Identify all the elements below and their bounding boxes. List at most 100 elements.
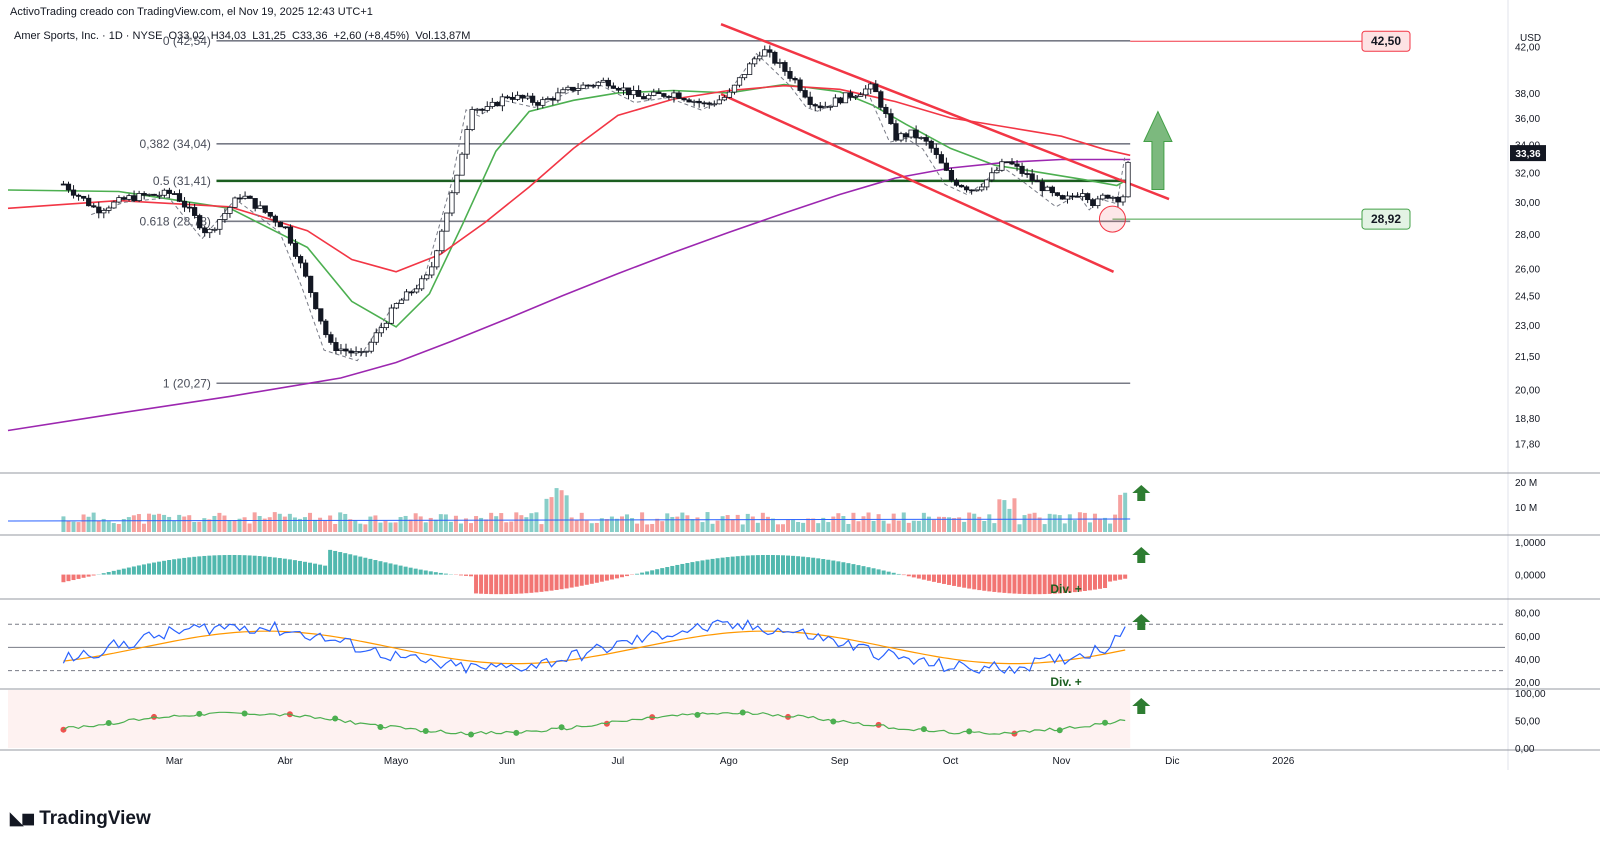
- macd-bar: [91, 574, 96, 576]
- volume-bar: [811, 518, 816, 532]
- candle-body: [595, 81, 601, 86]
- candle-body: [408, 291, 415, 294]
- macd-bar: [841, 562, 846, 575]
- chart-header: ActivoTrading creado con TradingView.com…: [10, 6, 373, 18]
- macd-bar: [313, 563, 318, 575]
- macd-bar: [695, 561, 700, 575]
- volume-bar: [408, 519, 413, 532]
- candle-body: [358, 351, 364, 353]
- macd-bar: [328, 549, 333, 575]
- volume-bar: [846, 523, 851, 532]
- candle-body: [1064, 195, 1071, 200]
- volume-tick-label: 20 M: [1515, 478, 1537, 489]
- macd-bar: [71, 574, 76, 581]
- candle-body: [262, 205, 268, 213]
- candle-body: [1019, 165, 1025, 174]
- macd-bar: [680, 563, 685, 575]
- volume-bar: [861, 516, 866, 532]
- tradingview-icon: ◣◼: [10, 809, 35, 828]
- macd-bar: [614, 574, 619, 579]
- fib-level-label: 0,382 (34,04): [140, 137, 211, 151]
- macd-bar: [770, 555, 775, 575]
- alert-badge: [1361, 30, 1411, 52]
- candle-body: [373, 332, 379, 343]
- volume-bar: [609, 516, 614, 532]
- volume-bar: [393, 522, 398, 532]
- macd-tick-label: 1,0000: [1515, 538, 1546, 549]
- volume-bar: [318, 517, 323, 532]
- candle-body: [232, 197, 238, 208]
- candle-body: [858, 94, 864, 97]
- candle-body: [116, 197, 122, 203]
- candle-body: [1100, 194, 1106, 200]
- macd-bar: [86, 574, 91, 577]
- volume-bar: [328, 515, 333, 532]
- candle-body: [625, 87, 632, 96]
- candle-body: [863, 88, 869, 96]
- macd-bar: [469, 574, 474, 577]
- macd-bar: [599, 574, 604, 582]
- macd-bar: [952, 574, 957, 586]
- candle-body: [928, 140, 934, 149]
- macd-bar: [801, 556, 806, 575]
- macd-divergence-label: Div. +: [1050, 582, 1081, 596]
- rsi-tick-label: 40,00: [1515, 655, 1540, 666]
- candle-body: [802, 90, 808, 98]
- macd-bar: [217, 555, 222, 575]
- symbol-interval[interactable]: 1D: [108, 30, 123, 42]
- stoch-tick-label: 50,00: [1515, 716, 1540, 727]
- symbol-volume: Vol.13,87M: [415, 30, 471, 42]
- macd-bar: [403, 566, 408, 575]
- candle-body: [1014, 163, 1020, 167]
- fib-level-label: 1 (20,27): [163, 376, 211, 390]
- candle-body: [156, 194, 162, 197]
- macd-bar: [1002, 574, 1007, 593]
- volume-bar: [962, 521, 967, 532]
- symbol-name[interactable]: Amer Sports, Inc.: [14, 30, 99, 42]
- volume-bar: [1082, 512, 1087, 532]
- volume-bar: [735, 514, 740, 532]
- candle-body: [1105, 194, 1111, 199]
- candle-body: [494, 101, 500, 107]
- macd-bar: [730, 556, 735, 575]
- macd-bar: [282, 558, 287, 575]
- macd-bar: [851, 564, 856, 575]
- volume-bar: [182, 516, 187, 532]
- macd-bar: [539, 574, 544, 592]
- volume-average-line: [7, 518, 1131, 522]
- macd-bar: [398, 565, 403, 575]
- volume-bar: [770, 518, 775, 532]
- candle-body: [696, 100, 702, 104]
- candle-body: [898, 133, 904, 141]
- candle-body: [363, 350, 369, 353]
- macd-bar: [323, 565, 328, 575]
- stoch-line: [63, 711, 1126, 736]
- macd-bar: [972, 574, 977, 590]
- macd-bar: [529, 574, 534, 593]
- macd-bar: [549, 574, 554, 591]
- macd-bar: [791, 555, 796, 575]
- candle-body: [70, 189, 77, 196]
- macd-bar: [715, 558, 720, 575]
- macd-bar: [348, 554, 353, 575]
- volume-bar: [66, 520, 71, 532]
- macd-bar: [901, 574, 906, 576]
- candle-body: [197, 215, 203, 229]
- macd-bar: [247, 555, 252, 575]
- brand-logo[interactable]: ◣◼ TradingView: [10, 808, 151, 830]
- volume-bar: [333, 523, 338, 532]
- volume-bar: [972, 513, 977, 532]
- volume-bar: [302, 517, 307, 532]
- candle-body: [398, 299, 405, 304]
- volume-bar: [524, 517, 529, 532]
- macd-bar: [926, 574, 931, 581]
- candle-body: [726, 91, 733, 98]
- volume-bar: [282, 516, 287, 532]
- candle-body: [101, 210, 107, 214]
- volume-bar: [227, 520, 232, 532]
- volume-bar: [635, 523, 640, 532]
- volume-bar: [680, 512, 685, 532]
- macd-bar: [750, 555, 755, 575]
- alert-label: 28,92: [1371, 212, 1401, 226]
